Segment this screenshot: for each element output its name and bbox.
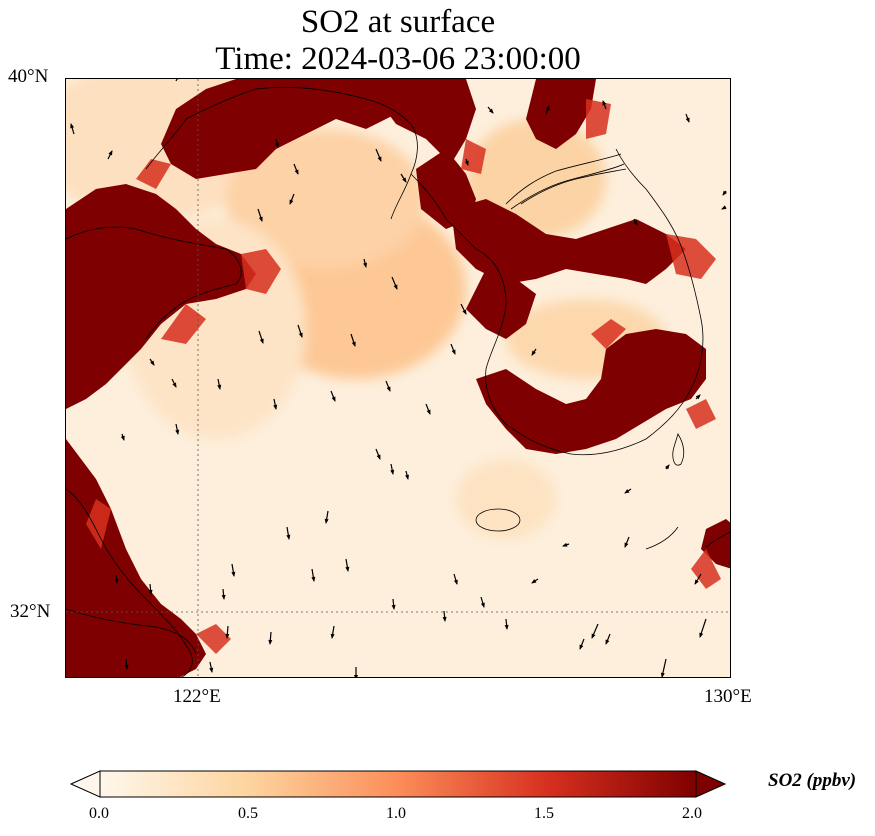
wind-vector-arrowhead <box>602 100 607 106</box>
wind-vector-arrowhead <box>694 579 699 585</box>
wind-vector-arrowhead <box>685 117 690 123</box>
wind-vector-arrowhead <box>259 338 264 344</box>
wind-vector-arrowhead <box>124 664 129 670</box>
wind-vector-arrowhead <box>488 108 494 114</box>
wind-vector-arrowhead <box>462 309 467 315</box>
wind-vector-arrowhead <box>258 216 263 222</box>
wind-vector-shaft <box>175 79 178 82</box>
wind-vector-arrowhead <box>351 341 356 347</box>
wind-vector-arrowhead <box>377 156 382 162</box>
wind-vector-arrowhead <box>453 579 458 585</box>
wind-vector-arrowhead <box>231 571 236 577</box>
wind-vector-arrowhead <box>695 394 701 400</box>
coastlines <box>66 86 730 677</box>
graticule <box>66 79 730 677</box>
high-concentration-edge <box>86 99 721 654</box>
colorbar-tick-4: 2.0 <box>682 805 702 822</box>
wind-vector-arrowhead <box>545 105 550 111</box>
wind-vector-arrowhead <box>722 190 727 196</box>
wind-vector-arrowhead <box>324 518 329 524</box>
wind-vector-arrowhead <box>217 384 222 390</box>
wind-vector-arrowhead <box>464 160 469 166</box>
colorbar-extend-high <box>695 770 726 798</box>
map-subtitle-time: Time: 2024-03-06 23:00:00 <box>215 41 581 77</box>
wind-vector-arrowhead <box>562 542 568 547</box>
wind-vector-arrowhead <box>393 284 398 290</box>
wind-vector-arrowhead <box>114 578 119 584</box>
wind-vector-arrowhead <box>275 142 279 148</box>
colorbar-tick-2: 1.0 <box>386 805 406 822</box>
colorbar <box>70 770 726 798</box>
wind-vector-arrowhead <box>175 429 180 435</box>
wind-vector-arrowhead <box>426 409 431 415</box>
wind-vector-arrowhead <box>386 386 391 392</box>
wind-vector-arrowhead <box>294 169 299 175</box>
wind-vector-arrowhead <box>298 332 303 338</box>
wind-vector-arrowhead <box>330 633 335 639</box>
wind-vector-arrowhead <box>633 220 638 226</box>
wind-vector-arrowhead <box>120 435 125 441</box>
colorbar-label: SO2 (ppbv) <box>768 770 857 791</box>
lon-label-122e: 122°E <box>173 686 221 707</box>
wind-vector-arrowhead <box>108 150 113 156</box>
colorbar-extend-low <box>70 770 101 798</box>
wind-vector-arrowhead <box>345 566 350 572</box>
wind-vector-arrowhead <box>289 199 294 205</box>
wind-vector-arrowhead <box>442 616 447 622</box>
wind-vector-arrowhead <box>286 534 291 540</box>
high-concentration-field <box>66 79 730 677</box>
wind-vector-arrowhead <box>591 633 596 639</box>
wind-vector-arrowhead <box>531 350 536 356</box>
colorbar-tick-0: 0.0 <box>89 805 109 822</box>
wind-vector-arrowhead <box>363 262 367 268</box>
wind-vector-arrowhead <box>390 469 395 475</box>
wind-vector-arrowhead <box>209 667 214 673</box>
colorbar-ramp <box>99 770 697 798</box>
wind-vector-arrowhead <box>699 632 704 638</box>
colorbar-tick-3: 1.5 <box>534 805 554 822</box>
wind-vector-arrowhead <box>172 382 177 388</box>
wind-vector-arrowhead <box>660 672 665 677</box>
wind-vector-arrowhead <box>376 454 381 460</box>
lat-label-40n: 40°N <box>8 66 49 87</box>
wind-vector-arrowhead <box>148 589 153 595</box>
wind-vector-arrowhead <box>480 602 485 608</box>
wind-vector-arrowhead <box>70 123 75 129</box>
wind-vector-arrowhead <box>331 396 336 402</box>
map-panel <box>65 78 731 678</box>
wind-vector-arrowhead <box>273 404 278 410</box>
wind-vector-arrowhead <box>579 644 584 650</box>
wind-vector-arrowhead <box>405 474 409 480</box>
wind-vector-arrowhead <box>221 594 226 600</box>
wind-vector-arrowhead <box>721 205 727 210</box>
wind-vector-arrowhead <box>311 576 316 582</box>
wind-vector-arrowhead <box>354 675 358 677</box>
so2-field-map <box>66 79 730 677</box>
wind-vector-arrowhead <box>624 542 629 548</box>
lon-label-130e: 130°E <box>704 686 752 707</box>
wind-vector-arrowhead <box>504 624 509 630</box>
wind-vector-arrowhead <box>150 360 155 366</box>
map-title: SO2 at surface <box>300 4 496 40</box>
colorbar-tick-1: 0.5 <box>238 805 258 822</box>
wind-vector-arrowhead <box>225 633 230 639</box>
wind-vector-arrowhead <box>605 639 610 645</box>
wind-vector-arrowhead <box>531 579 537 584</box>
wind-vector-arrowhead <box>451 349 456 355</box>
lat-label-32n: 32°N <box>10 601 51 622</box>
wind-vector-arrowhead <box>402 177 407 183</box>
wind-vector-arrowhead <box>624 489 630 494</box>
wind-vector-arrowhead <box>665 464 670 470</box>
wind-vectors <box>70 79 727 677</box>
wind-vector-arrowhead <box>268 639 273 645</box>
wind-vector-arrowhead <box>391 604 396 610</box>
